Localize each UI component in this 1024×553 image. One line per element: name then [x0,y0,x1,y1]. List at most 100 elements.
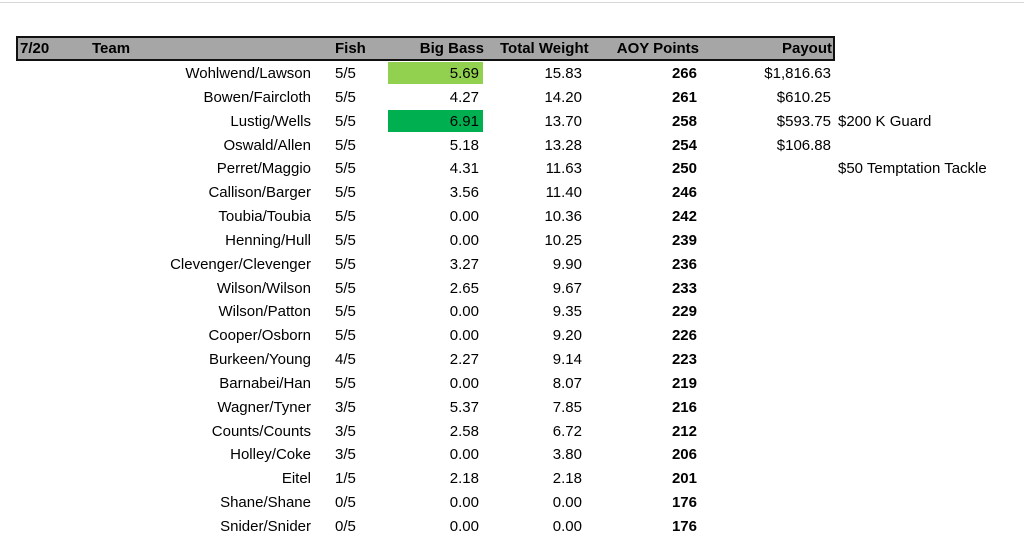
total-weight: 2.18 [552,470,582,488]
table-row: Burkeen/Young 4/5 2.27 9.14 223 [0,348,1024,372]
total-weight: 8.07 [552,374,582,392]
total-weight: 6.72 [552,422,582,440]
total-weight: 13.70 [544,112,582,130]
team-name: Henning/Hull [225,231,311,249]
total-weight: 10.25 [544,231,582,249]
fish-count: 4/5 [335,351,356,369]
table-header: 7/20 Team Fish Big Bass Total Weight AOY… [16,36,835,61]
big-bass: 0.00 [449,327,479,345]
aoy-points: 212 [671,422,697,440]
header-date: 7/20 [20,40,50,57]
total-weight: 3.80 [552,446,582,464]
total-weight: 9.20 [552,327,582,345]
big-bass: 2.65 [449,279,479,297]
team-name: Burkeen/Young [208,351,311,369]
big-bass: 4.31 [449,160,479,178]
team-name: Cooper/Osborn [208,327,311,345]
aoy-points: 236 [671,255,697,273]
table-row: Wilson/Wilson 5/5 2.65 9.67 233 [0,277,1024,301]
aoy-points: 223 [671,351,697,369]
aoy-points: 258 [671,112,697,130]
team-name: Wagner/Tyner [217,398,311,416]
table-row: Wilson/Patton 5/5 0.00 9.35 229 [0,300,1024,324]
big-bass: 0.00 [449,494,479,512]
table-row: Henning/Hull 5/5 0.00 10.25 239 [0,229,1024,253]
team-name: Callison/Barger [208,184,311,202]
aoy-points: 176 [671,494,697,512]
aoy-points: 246 [671,184,697,202]
big-bass: 0.00 [449,231,479,249]
team-name: Shane/Shane [220,494,311,512]
table-row: Shane/Shane 0/5 0.00 0.00 176 [0,491,1024,515]
payout: $1,816.63 [764,65,831,82]
big-bass: 2.58 [449,422,479,440]
header-payout: Payout [781,40,832,57]
total-weight: 7.85 [552,398,582,416]
aoy-points: 242 [671,208,697,226]
header-total-weight: Total Weight [500,40,589,57]
aoy-points: 250 [671,160,697,178]
big-bass: 2.27 [449,351,479,369]
total-weight: 9.14 [552,351,582,369]
total-weight: 11.63 [545,160,582,178]
fish-count: 5/5 [335,231,356,249]
header-team: Team [92,40,131,57]
fish-count: 5/5 [335,327,356,345]
payout: $610.25 [776,88,831,106]
table-row: Perret/Maggio 5/5 4.31 11.63 250 $50 Temptati… [0,157,1024,181]
big-bass: 6.91 [388,109,483,132]
table-row: Eitel 1/5 2.18 2.18 201 [0,467,1024,491]
aoy-points: 201 [671,470,697,488]
big-bass: 4.27 [449,88,479,106]
team-name: Toubia/Toubia [218,208,311,226]
team-name: Barnabei/Han [219,374,311,392]
big-bass: 5.37 [449,398,479,416]
fish-count: 5/5 [335,65,356,82]
big-bass: 0.00 [449,303,479,321]
fish-count: 5/5 [335,279,356,297]
total-weight: 15.83 [544,65,582,82]
team-name: Perret/Maggio [216,160,311,178]
fish-count: 5/5 [335,88,356,106]
table-row: Barnabei/Han 5/5 0.00 8.07 219 [0,372,1024,396]
team-name: Holley/Coke [230,446,311,464]
total-weight: 9.67 [552,279,582,297]
fish-count: 5/5 [335,160,356,178]
total-weight: 9.90 [552,255,582,273]
total-weight: 14.20 [544,88,582,106]
big-bass: 0.00 [449,208,479,226]
fish-count: 5/5 [335,184,356,202]
aoy-points: 229 [671,303,697,321]
total-weight: 0.00 [552,494,582,512]
prize-note: $50 Temptation Tackle [838,160,987,178]
table-row: Clevenger/Clevenger 5/5 3.27 9.90 236 [0,253,1024,277]
big-bass: 3.27 [449,255,479,273]
fish-count: 3/5 [335,422,356,440]
big-bass: 0.00 [449,446,479,464]
table-row: Snider/Snider 0/5 0.00 0.00 176 [0,515,1024,539]
big-bass: 0.00 [449,374,479,392]
table-row: Toubia/Toubia 5/5 0.00 10.36 242 [0,205,1024,229]
team-name: Wohlwend/Lawson [185,65,311,82]
header-big-bass: Big Bass [419,40,484,57]
team-name: Bowen/Faircloth [203,88,311,106]
table-row: Holley/Coke 3/5 0.00 3.80 206 [0,443,1024,467]
aoy-points: 216 [671,398,697,416]
fish-count: 5/5 [335,303,356,321]
table-row: Wohlwend/Lawson 5/5 5.69 15.83 266 $1,816.63 [0,62,1024,86]
fish-count: 3/5 [335,398,356,416]
aoy-points: 176 [671,517,697,535]
team-name: Lustig/Wells [230,112,311,130]
aoy-points: 261 [671,88,697,106]
aoy-points: 226 [671,327,697,345]
team-name: Counts/Counts [211,422,311,440]
team-name: Clevenger/Clevenger [170,255,311,273]
fish-count: 5/5 [335,136,356,154]
aoy-points: 239 [671,231,697,249]
total-weight: 13.28 [544,136,582,154]
team-name: Oswald/Allen [223,136,311,154]
fish-count: 5/5 [335,112,356,130]
payout: $106.88 [776,136,831,154]
aoy-points: 266 [671,65,697,82]
big-bass: 2.18 [449,470,479,488]
